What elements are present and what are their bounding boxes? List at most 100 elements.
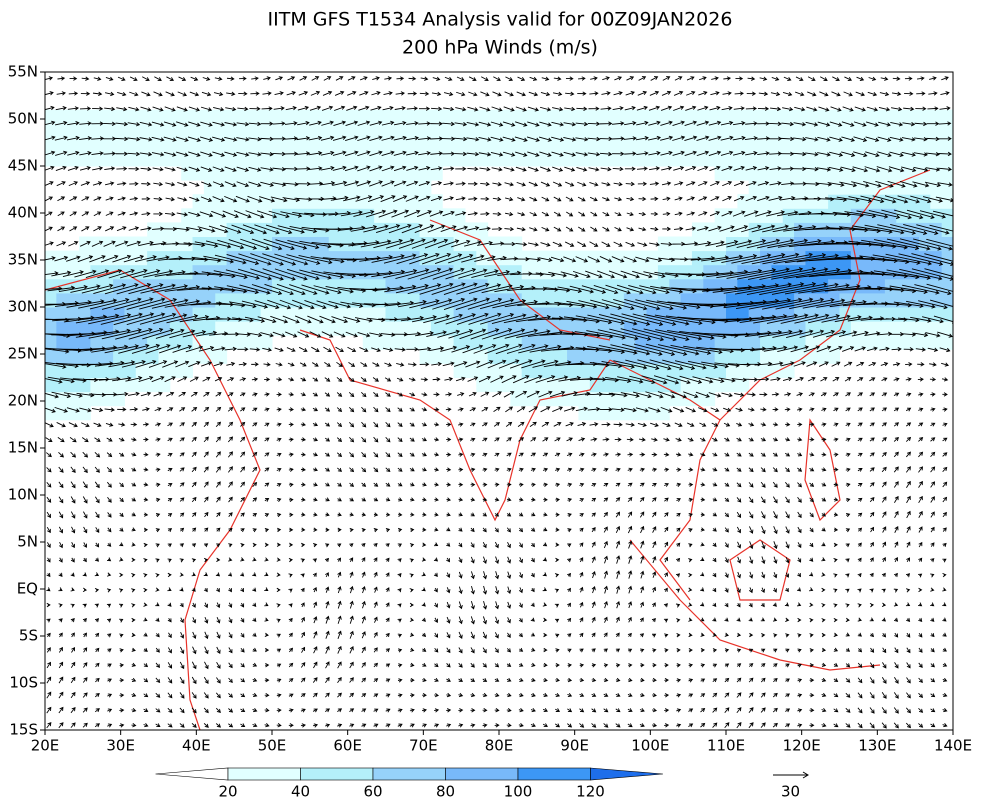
shade-cell — [476, 264, 489, 280]
wind-arrow — [429, 346, 445, 352]
shade-cell — [930, 307, 943, 322]
wind-arrow — [552, 166, 564, 172]
wind-arrow — [700, 572, 705, 577]
shade-cell — [612, 137, 625, 153]
wind-arrow — [746, 282, 805, 295]
wind-arrow — [446, 663, 451, 668]
wind-arrow — [889, 151, 904, 157]
shade-cell — [612, 377, 625, 393]
wind-arrow — [434, 467, 440, 472]
wind-arrow — [833, 452, 839, 457]
wind-arrow — [795, 91, 805, 97]
wind-arrow — [733, 106, 745, 111]
wind-arrow — [274, 91, 284, 96]
wind-arrow — [252, 572, 257, 577]
wind-arrow — [930, 558, 935, 563]
wind-arrow — [567, 633, 572, 638]
wind-arrow — [385, 648, 390, 653]
wind-arrow — [817, 136, 831, 142]
wind-arrow — [639, 692, 645, 698]
wind-arrow — [893, 301, 924, 309]
wind-arrow — [663, 437, 670, 442]
wind-arrow — [809, 407, 815, 412]
wind-arrow — [188, 211, 201, 217]
shade-cell — [748, 166, 761, 181]
wind-arrow — [504, 182, 514, 187]
wind-arrow — [216, 543, 221, 548]
shade-cell — [340, 109, 352, 125]
wind-arrow — [421, 557, 427, 562]
wind-arrow — [910, 195, 932, 204]
wind-arrow — [167, 498, 173, 502]
wind-arrow — [673, 406, 685, 413]
shade-cell — [158, 109, 171, 125]
shade-cell — [430, 222, 443, 237]
wind-arrow — [228, 647, 233, 654]
shade-cell — [237, 109, 250, 125]
wind-arrow — [942, 677, 948, 682]
shade-cell — [56, 405, 69, 421]
wind-arrow — [276, 422, 282, 427]
shade-cell — [567, 307, 579, 322]
wind-arrow — [313, 527, 318, 532]
wind-arrow — [188, 166, 201, 172]
wind-arrow — [115, 391, 129, 397]
wind-arrow — [712, 512, 718, 517]
wind-arrow — [926, 238, 953, 247]
shade-cell — [56, 349, 69, 364]
wind-arrow — [797, 557, 802, 563]
wind-arrow — [247, 332, 263, 338]
shade-cell — [237, 292, 250, 308]
shade-cell — [249, 250, 262, 266]
wind-arrow — [103, 151, 116, 156]
wind-arrow — [481, 422, 488, 427]
shade-cell — [272, 307, 284, 322]
x-tick-label: 70E — [409, 737, 438, 755]
wind-arrow — [821, 407, 827, 412]
shade-cell — [442, 123, 455, 139]
wind-arrow — [369, 332, 383, 338]
wind-arrow — [664, 663, 669, 668]
wind-arrow — [772, 437, 779, 442]
wind-arrow — [785, 541, 790, 549]
wind-arrow — [153, 91, 163, 97]
wind-arrow — [926, 283, 953, 292]
wind-arrow — [784, 253, 839, 264]
shade-cell — [703, 123, 716, 139]
wind-arrow — [626, 211, 634, 217]
map-title: IITM GFS T1534 Analysis valid for 00Z09J… — [268, 9, 733, 31]
wind-arrow — [143, 663, 149, 668]
shade-cell — [839, 137, 852, 153]
shade-cell — [623, 123, 636, 139]
wind-arrow — [242, 224, 268, 235]
wind-arrow — [226, 361, 236, 367]
shade-cell — [476, 363, 489, 378]
wind-arrow — [490, 136, 504, 142]
shade-cell — [555, 321, 568, 336]
wind-arrow — [201, 181, 212, 187]
shade-cell — [623, 307, 636, 322]
shade-cell — [544, 278, 557, 294]
wind-arrow — [676, 498, 681, 502]
wind-arrow — [92, 166, 104, 171]
wind-arrow — [285, 106, 297, 111]
shade-cell — [873, 321, 886, 336]
wind-arrow — [845, 437, 851, 442]
wind-arrow — [853, 121, 867, 127]
wind-arrow — [79, 166, 91, 171]
wind-arrow — [56, 91, 66, 96]
shade-cell — [726, 377, 738, 393]
wind-arrow — [155, 467, 161, 472]
shade-cell — [941, 208, 953, 223]
wind-arrow — [530, 437, 537, 442]
wind-arrow — [361, 452, 367, 458]
wind-arrow — [262, 268, 296, 281]
wind-arrow — [528, 181, 539, 187]
wind-arrow — [469, 422, 476, 427]
wind-arrow — [833, 542, 838, 548]
shade-cell — [237, 123, 250, 139]
shade-cell — [930, 123, 943, 139]
wind-arrow — [154, 270, 186, 277]
wind-arrow — [694, 241, 712, 246]
wind-arrow — [930, 481, 936, 488]
